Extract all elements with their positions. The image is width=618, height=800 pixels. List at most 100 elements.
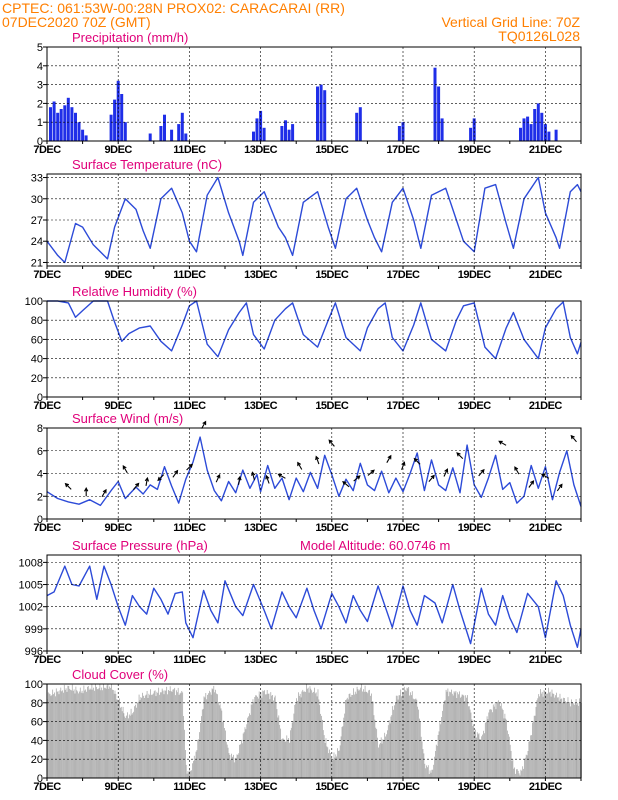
cloud-cover-bar [75, 686, 77, 778]
temperature-series-line [46, 176, 582, 264]
cloud-cover-bar [203, 696, 205, 778]
cloud-cover-bar [313, 691, 314, 778]
humidity-panel: 0 20 40 60 80 100 7DEC 9DEC 11DEC 13DEC 15DEC 17DEC… [25, 284, 582, 412]
cloud-cover-bar [473, 724, 475, 778]
cloud-cover-bar [140, 697, 142, 778]
wind-direction-arrow [413, 457, 421, 465]
cloud-cover-bar [298, 695, 300, 778]
wind-direction-arrow [528, 480, 535, 488]
cloud-cover-bar [441, 717, 443, 778]
cloud-cover-bar [100, 690, 102, 778]
cloud-cover-bar [243, 732, 245, 778]
wind-xtick-label: 13DEC [244, 522, 278, 534]
cloud-cover-bar [484, 733, 485, 778]
cloud-cover-bar [559, 693, 561, 778]
cloud-cover-bar [560, 699, 562, 778]
cloud-cover-bar [421, 741, 423, 778]
cloud-cover-bar [216, 693, 217, 778]
cloud-cover-bar [438, 731, 440, 778]
cloud-cover-bar [415, 698, 417, 778]
pressure-xtick-label: 9DEC [105, 654, 133, 666]
cloud-cover-bar [235, 758, 237, 778]
cloud-cover-bar [539, 696, 540, 778]
cloud-cover-bar [523, 768, 524, 778]
cloud-cover-bar [136, 707, 137, 778]
header-date: 07DEC2020 70Z (GMT) [2, 14, 151, 30]
precipitation-bar [533, 109, 537, 141]
precipitation-xtick-label: 7DEC [33, 144, 61, 156]
cloud-cover-bar [109, 686, 111, 778]
cloud-cover-bar [359, 689, 361, 778]
cloud-cover-bar [71, 690, 72, 778]
cloud-cover-bar [181, 691, 183, 778]
cloud-cover-bar [118, 701, 119, 778]
wind-xtick-label: 17DEC [387, 522, 421, 534]
cloud-cover-bar [198, 739, 200, 778]
cloud-cover-bar [328, 753, 329, 778]
cloud-cover-bar [158, 687, 160, 778]
cloud-cover-bar [273, 700, 274, 778]
cloud-cover-bar [562, 702, 564, 778]
cloud-cover-bar [520, 769, 522, 778]
cloud-cover-bar [254, 697, 256, 778]
cloud-cover-bar [509, 744, 511, 778]
cloud-cover-bar [331, 760, 333, 778]
humidity-xtick-label: 13DEC [244, 400, 278, 412]
wind-xtick-label: 9DEC [105, 522, 133, 534]
cloud-cover-bar [49, 694, 51, 778]
cloud-cover-bar [327, 747, 329, 778]
pressure-title: Surface Pressure (hPa) [72, 538, 208, 553]
cloud-cover-bar [288, 738, 289, 778]
cloud-cover-bar [207, 694, 208, 778]
precipitation-bar [63, 105, 67, 141]
cloud-cover-bar [423, 753, 425, 778]
cloud-cover-bar [552, 693, 554, 778]
cloud-cover-bar [224, 728, 225, 778]
cloud-cover-bar [180, 692, 182, 778]
cloud-cover-bar [465, 695, 467, 778]
cloud-cover-bar [286, 735, 288, 778]
cloud-cover-bar [201, 709, 203, 778]
cloud-cover-bar [392, 706, 394, 778]
cloud-cover-bar [97, 689, 99, 778]
cloud-cover-bar [163, 694, 165, 778]
cloud-cover-bar [182, 692, 184, 778]
cloud-cover-bar [63, 684, 65, 778]
wind-direction-arrow [315, 455, 320, 465]
cloud-cover-bar [427, 765, 429, 778]
cloud-cover-bar [578, 705, 580, 778]
cloud-cover-bar [217, 702, 219, 778]
cloud-cover-bar [557, 697, 559, 778]
pressure-annotation: Model Altitude: 60.0746 m [300, 538, 450, 553]
cloud-cover-bar [516, 769, 518, 778]
cloud-cover-bar [407, 688, 409, 778]
cloud-cover-bar [121, 711, 123, 778]
cloud-cover-bar [342, 726, 344, 778]
cloud-cover-bar [96, 689, 98, 778]
cloud-cover-bar [478, 733, 480, 778]
wind-ytick-label: 0 [37, 514, 43, 526]
cloud-cover-bar [321, 715, 322, 778]
cloud-cover-bar [400, 689, 402, 778]
cloud-cover-bar [444, 700, 446, 778]
cloud-cover-bar [433, 764, 435, 778]
cloud-cover-bar [338, 750, 340, 778]
precipitation-bar [123, 122, 127, 141]
cloud-cover-bar [513, 768, 515, 778]
cloud-cover-bar [166, 686, 168, 778]
temperature-xtick-label: 17DEC [387, 269, 421, 281]
wind-xtick-label: 19DEC [458, 522, 492, 534]
wind-xtick-label: 11DEC [173, 522, 206, 534]
wind-direction-arrow [353, 475, 361, 482]
cloud-cover-bar [369, 689, 370, 778]
cloud-cover-bar [379, 743, 381, 778]
cloud-cover-bar [68, 686, 70, 778]
cloud-cover-bar [402, 692, 403, 778]
cloud-cover-bar [504, 713, 506, 778]
precipitation-bar [469, 127, 473, 141]
humidity-frame [46, 300, 582, 398]
cloud-cover-bar [464, 701, 466, 778]
cloud-cover-bar [53, 694, 54, 778]
cloud-cover-bar [443, 704, 444, 778]
wind-direction-arrow [144, 476, 150, 486]
